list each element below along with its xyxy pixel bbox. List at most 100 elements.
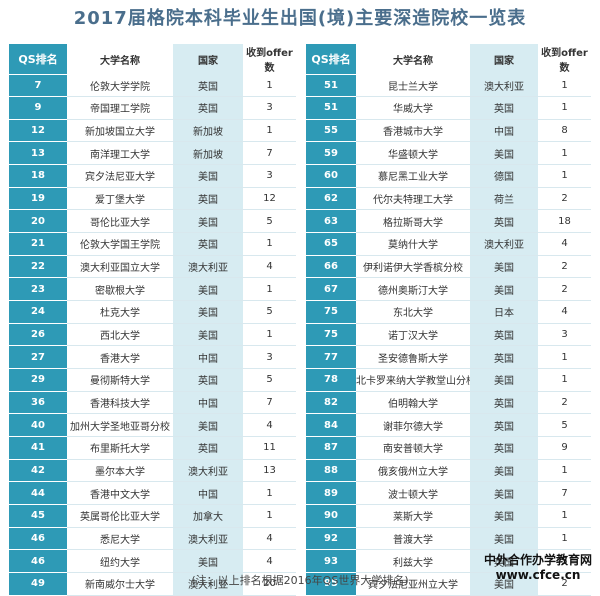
table-row: 51 昆士兰大学 澳大利亚 1 bbox=[306, 74, 591, 98]
cell-country: 中国 bbox=[173, 345, 243, 370]
cell-university: 伯明翰大学 bbox=[356, 391, 470, 415]
table-row: 46 纽约大学 美国 4 bbox=[9, 549, 296, 573]
cell-country: 美国 bbox=[470, 141, 538, 166]
page-title: 2017届格院本科毕业生出国(境)主要深造院校一览表 bbox=[73, 8, 527, 29]
cell-offers: 18 bbox=[538, 209, 591, 234]
right-table: QS排名 大学名称 国家 收到offer数 51 昆士兰大学 澳大利亚 1 51 华威大学… bbox=[306, 44, 591, 596]
cell-rank: 36 bbox=[9, 391, 67, 415]
table-row: 40 加州大学圣地亚哥分校 美国 4 bbox=[9, 413, 296, 437]
cell-rank: 60 bbox=[306, 164, 356, 188]
cell-rank: 75 bbox=[306, 323, 356, 347]
cell-country: 美国 bbox=[173, 277, 243, 302]
cell-country: 英国 bbox=[470, 391, 538, 415]
cell-rank: 62 bbox=[306, 187, 356, 211]
table-row: 42 墨尔本大学 澳大利亚 13 bbox=[9, 459, 296, 483]
cell-country: 美国 bbox=[470, 368, 538, 392]
cell-offers: 1 bbox=[538, 96, 591, 120]
cell-offers: 3 bbox=[243, 96, 296, 120]
cell-offers: 3 bbox=[538, 323, 591, 347]
cell-university: 墨尔本大学 bbox=[67, 459, 173, 483]
cell-rank: 77 bbox=[306, 345, 356, 370]
cell-university: 谢菲尔德大学 bbox=[356, 413, 470, 437]
cell-offers: 4 bbox=[538, 232, 591, 256]
cell-university: 德州奥斯汀大学 bbox=[356, 277, 470, 302]
cell-university: 南洋理工大学 bbox=[67, 141, 173, 166]
cell-rank: 75 bbox=[306, 300, 356, 324]
table-row: 65 莫纳什大学 澳大利亚 4 bbox=[306, 232, 591, 256]
table-row: 45 英属哥伦比亚大学 加拿大 1 bbox=[9, 504, 296, 528]
cell-university: 南安普顿大学 bbox=[356, 436, 470, 460]
cell-rank: 92 bbox=[306, 527, 356, 551]
cell-offers: 3 bbox=[243, 164, 296, 188]
cell-rank: 88 bbox=[306, 459, 356, 483]
cell-country: 英国 bbox=[470, 436, 538, 460]
watermark-url: www.cfce.cn bbox=[495, 568, 581, 582]
cell-university: 新南威尔士大学 bbox=[67, 572, 173, 596]
table-row: 20 哥伦比亚大学 美国 5 bbox=[9, 209, 296, 234]
cell-rank: 84 bbox=[306, 413, 356, 437]
table-row: 92 普渡大学 美国 1 bbox=[306, 527, 591, 551]
table-row: 66 伊利诺伊大学香槟分校 美国 2 bbox=[306, 255, 591, 279]
table-row: 88 俄亥俄州立大学 美国 1 bbox=[306, 459, 591, 483]
cell-university: 爱丁堡大学 bbox=[67, 187, 173, 211]
cell-offers: 4 bbox=[243, 527, 296, 551]
cell-university: 华威大学 bbox=[356, 96, 470, 120]
table-row: 46 悉尼大学 澳大利亚 4 bbox=[9, 527, 296, 551]
table-row: 78 北卡罗来纳大学教堂山分校 美国 1 bbox=[306, 368, 591, 392]
cell-country: 英国 bbox=[173, 436, 243, 460]
cell-country: 澳大利亚 bbox=[173, 459, 243, 483]
cell-university: 莫纳什大学 bbox=[356, 232, 470, 256]
table-row: 9 帝国理工学院 英国 3 bbox=[9, 96, 296, 120]
left-table: QS排名 大学名称 国家 收到offer数 7 伦敦大学学院 英国 1 9 帝国理工学院英… bbox=[9, 44, 296, 596]
cell-country: 加拿大 bbox=[173, 504, 243, 528]
cell-offers: 1 bbox=[243, 481, 296, 505]
cell-rank: 7 bbox=[9, 74, 67, 98]
cell-offers: 1 bbox=[243, 323, 296, 347]
cell-offers: 2 bbox=[538, 277, 591, 302]
cell-rank: 22 bbox=[9, 255, 67, 279]
cell-rank: 19 bbox=[9, 187, 67, 211]
cell-offers: 1 bbox=[243, 119, 296, 143]
cell-university: 加州大学圣地亚哥分校 bbox=[67, 413, 173, 437]
cell-rank: 41 bbox=[9, 436, 67, 460]
cell-country: 英国 bbox=[470, 96, 538, 120]
cell-university: 普渡大学 bbox=[356, 527, 470, 551]
cell-country: 英国 bbox=[470, 345, 538, 370]
table-row: 19 爱丁堡大学 英国 12 bbox=[9, 187, 296, 211]
cell-country: 中国 bbox=[470, 119, 538, 143]
cell-university: 波士顿大学 bbox=[356, 481, 470, 505]
cell-country: 美国 bbox=[173, 300, 243, 324]
cell-offers: 7 bbox=[243, 391, 296, 415]
cell-rank: 82 bbox=[306, 391, 356, 415]
cell-university: 宾夕法尼亚大学 bbox=[67, 164, 173, 188]
cell-rank: 21 bbox=[9, 232, 67, 256]
cell-rank: 40 bbox=[9, 413, 67, 437]
table-row: 44 香港中文大学 中国 1 bbox=[9, 481, 296, 505]
cell-rank: 23 bbox=[9, 277, 67, 302]
table-row: 75 诺丁汉大学 英国 3 bbox=[306, 323, 591, 347]
cell-offers: 1 bbox=[538, 504, 591, 528]
cell-offers: 11 bbox=[243, 436, 296, 460]
table-row: 87 南安普顿大学 英国 9 bbox=[306, 436, 591, 460]
cell-rank: 18 bbox=[9, 164, 67, 188]
cell-rank: 87 bbox=[306, 436, 356, 460]
cell-offers: 7 bbox=[538, 481, 591, 505]
cell-university: 新加坡国立大学 bbox=[67, 119, 173, 143]
table-row: 62 代尔夫特理工大学 荷兰 2 bbox=[306, 187, 591, 211]
cell-rank: 93 bbox=[306, 549, 356, 573]
table-row: 93 利兹大学 英国 5 bbox=[306, 549, 591, 573]
cell-university: 悉尼大学 bbox=[67, 527, 173, 551]
cell-university: 昆士兰大学 bbox=[356, 74, 470, 98]
cell-offers: 2 bbox=[538, 255, 591, 279]
cell-country: 英国 bbox=[173, 96, 243, 120]
cell-university: 北卡罗来纳大学教堂山分校 bbox=[356, 368, 470, 392]
cell-offers: 5 bbox=[243, 209, 296, 234]
cell-university: 伦敦大学学院 bbox=[67, 74, 173, 98]
cell-country: 美国 bbox=[173, 323, 243, 347]
cell-rank: 13 bbox=[9, 141, 67, 166]
header-rank: QS排名 bbox=[306, 44, 356, 75]
watermark-title: 中外合作办学教育网 bbox=[483, 553, 592, 567]
table-row: 13 南洋理工大学 新加坡 7 bbox=[9, 141, 296, 166]
cell-rank: 51 bbox=[306, 96, 356, 120]
cell-rank: 65 bbox=[306, 232, 356, 256]
